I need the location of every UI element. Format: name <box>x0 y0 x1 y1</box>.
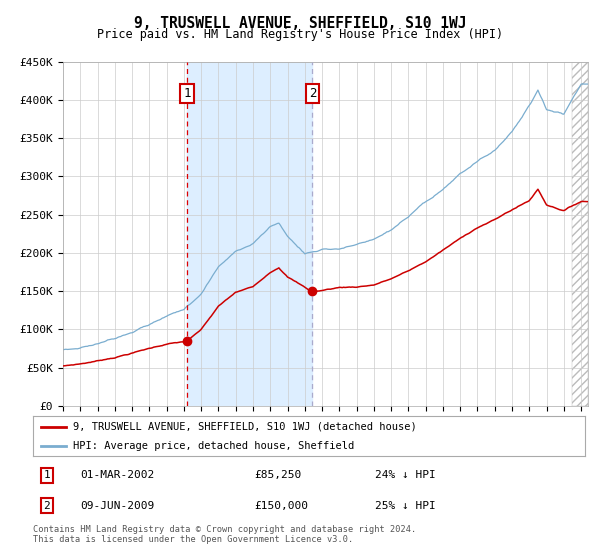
Bar <box>572 62 590 406</box>
Text: £85,250: £85,250 <box>254 470 301 480</box>
Text: 25% ↓ HPI: 25% ↓ HPI <box>375 501 436 511</box>
Text: 2: 2 <box>308 87 316 100</box>
Text: 01-MAR-2002: 01-MAR-2002 <box>80 470 154 480</box>
Text: 9, TRUSWELL AVENUE, SHEFFIELD, S10 1WJ: 9, TRUSWELL AVENUE, SHEFFIELD, S10 1WJ <box>134 16 466 31</box>
Text: 1: 1 <box>183 87 191 100</box>
Text: 2: 2 <box>43 501 50 511</box>
Text: 1: 1 <box>43 470 50 480</box>
Text: 9, TRUSWELL AVENUE, SHEFFIELD, S10 1WJ (detached house): 9, TRUSWELL AVENUE, SHEFFIELD, S10 1WJ (… <box>73 422 416 432</box>
Text: 24% ↓ HPI: 24% ↓ HPI <box>375 470 436 480</box>
Bar <box>187 62 313 406</box>
Text: HPI: Average price, detached house, Sheffield: HPI: Average price, detached house, Shef… <box>73 441 354 450</box>
Text: Contains HM Land Registry data © Crown copyright and database right 2024.
This d: Contains HM Land Registry data © Crown c… <box>33 525 416 544</box>
Text: £150,000: £150,000 <box>254 501 308 511</box>
Text: 09-JUN-2009: 09-JUN-2009 <box>80 501 154 511</box>
Text: Price paid vs. HM Land Registry's House Price Index (HPI): Price paid vs. HM Land Registry's House … <box>97 28 503 41</box>
